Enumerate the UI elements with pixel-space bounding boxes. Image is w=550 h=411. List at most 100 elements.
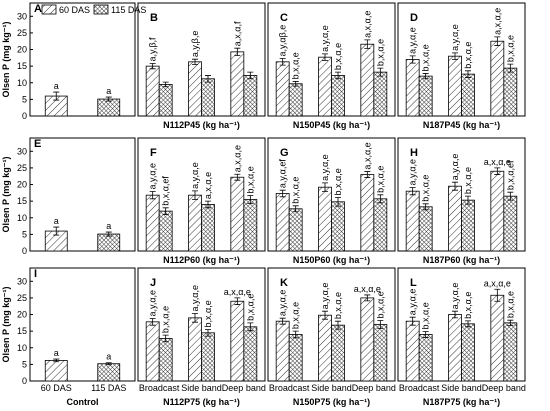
bar [490, 294, 505, 382]
bar-annotation: a,y,α,e [408, 289, 418, 316]
bar-annotation: a,x,α,e [492, 8, 502, 35]
bar-annotation: a,y,α,e [190, 285, 200, 312]
bar [145, 321, 160, 382]
bar [418, 206, 433, 252]
bar-annotation: b,x,α,e [421, 44, 431, 71]
x-tick-label: Deep band [222, 383, 266, 393]
bar-annotation: b,x,α,e [161, 306, 171, 333]
y-tick-label: 5 [22, 94, 27, 104]
legend-label: 115 DAS [111, 5, 146, 15]
bar-annotation: b,x,α,e [291, 302, 301, 329]
bar [318, 314, 332, 382]
y-axis-label: Olsen P (mg kg⁻¹) [1, 156, 11, 232]
x-tick-label: Side band [181, 383, 222, 393]
bar-annotation: a,y,α,ef [278, 159, 288, 189]
error-bar [192, 313, 198, 323]
error-bar [53, 226, 60, 236]
y-axis-label: Olsen P (mg kg⁻¹) [1, 21, 11, 97]
bar [490, 40, 505, 117]
bar-annotation: a,y,β,e [190, 31, 200, 58]
bar-annotation: b,x,α,e [505, 291, 515, 318]
bar [405, 190, 420, 252]
bar-annotation: a [54, 348, 59, 358]
error-bar [364, 39, 371, 49]
bar [201, 78, 215, 117]
x-axis-label: N150P45 (kg ha⁻¹) [293, 120, 370, 130]
bar-annotation: b,x,α,e [421, 175, 431, 202]
bar-annotation: b,x,α,e [375, 166, 385, 193]
x-tick-label: 60 DAS [41, 383, 72, 393]
error-bar [105, 362, 112, 366]
bar [288, 208, 303, 252]
x-tick-label: Broadcast [269, 383, 310, 393]
x-tick-label: Broadcast [139, 383, 180, 393]
bar-annotation: b,x,α,e [375, 291, 385, 318]
bar [448, 185, 462, 252]
error-bar [192, 190, 198, 200]
bar [288, 83, 303, 117]
error-bar [507, 63, 514, 73]
x-axis-label: N187P45 (kg ha⁻¹) [423, 120, 500, 130]
error-bar [162, 207, 169, 215]
bar [97, 363, 121, 382]
y-tick-label: 5 [22, 359, 27, 369]
bar-annotation: a [106, 221, 111, 231]
y-tick-label: 20 [17, 180, 27, 190]
y-tick-label: 25 [17, 163, 27, 173]
y-tick-label: 15 [17, 326, 27, 336]
y-tick-label: 15 [17, 196, 27, 206]
bar-annotation: b,x,α,ef [505, 160, 515, 190]
bar [331, 201, 345, 252]
error-bar [335, 71, 341, 80]
error-bar [162, 334, 169, 343]
error-bar [192, 58, 198, 65]
bar [201, 204, 215, 252]
bar-annotation: a,y,αβ,e [278, 25, 288, 57]
bar-annotation: a,y,α,e [320, 283, 330, 310]
x-tick-label: Side band [311, 383, 352, 393]
x-tick-label: Broadcast [399, 383, 440, 393]
bar [490, 170, 505, 252]
legend-swatch [93, 4, 109, 15]
error-bar [377, 320, 384, 329]
bar-annotation: a,y,β,f [148, 37, 158, 62]
bar-annotation: a,y,α,e [320, 25, 330, 52]
bar [405, 59, 420, 117]
error-bar [494, 167, 501, 175]
error-bar [53, 91, 60, 101]
panel-letter: L [410, 277, 417, 289]
bar [418, 75, 433, 117]
bar-annotation: a,y,α,e [450, 283, 460, 310]
bar [44, 359, 68, 382]
error-bar [53, 358, 60, 363]
x-tick-label: Deep band [352, 383, 396, 393]
bar [405, 320, 420, 382]
bar-annotation: b,x,α,e [463, 292, 473, 319]
bar [145, 65, 160, 117]
bar [461, 323, 475, 382]
error-bar [364, 294, 371, 302]
bar [418, 334, 433, 382]
error-bar [409, 316, 416, 326]
panel-letter: G [280, 147, 289, 159]
y-tick-label: 0 [22, 376, 27, 386]
legend-swatch [41, 4, 57, 15]
panel-frame [29, 2, 136, 117]
y-tick-label: 20 [17, 310, 27, 320]
error-bar [507, 319, 514, 326]
bar [448, 55, 462, 117]
error-bar [422, 73, 429, 80]
bar [275, 61, 290, 117]
bar [373, 324, 388, 382]
error-bar [322, 310, 328, 320]
bar-annotation: b,x,α,e [463, 42, 473, 69]
error-bar [377, 194, 384, 204]
bar [188, 61, 202, 117]
panel-letter: B [150, 12, 158, 24]
error-bar [322, 182, 328, 192]
bar-annotation: a [54, 81, 59, 91]
bar [243, 75, 258, 117]
y-tick-label: 30 [17, 276, 27, 286]
error-bar [149, 318, 156, 326]
x-axis-label: N150P60 (kg ha⁻¹) [293, 255, 370, 265]
